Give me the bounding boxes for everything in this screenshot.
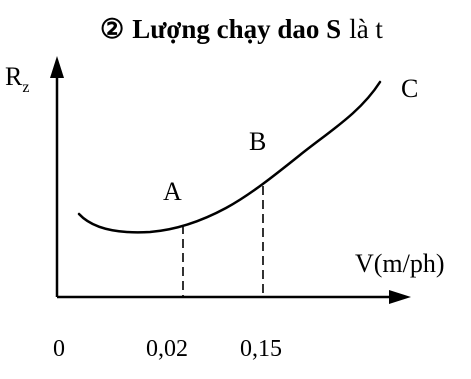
tick-label-0-15: 0,15 [240, 336, 282, 362]
y-axis-label-subscript: z [22, 79, 29, 96]
point-label-b: B [249, 127, 266, 156]
x-axis-arrowhead [389, 290, 411, 304]
origin-label: 0 [53, 336, 65, 362]
heading-number: ② [100, 14, 124, 44]
heading-bold-text: Lượng chạy dao S [132, 14, 341, 44]
x-axis-label: V(m/ph) [355, 249, 445, 278]
tick-label-0-02: 0,02 [146, 336, 188, 362]
roughness-curve [77, 80, 382, 234]
point-label-a: A [163, 177, 182, 206]
y-axis-label-main: R [5, 62, 23, 91]
heading-regular-text: là t [349, 14, 383, 44]
y-axis-label: Rz [5, 62, 29, 96]
section-heading: ② Lượng chạy dao S là t [100, 14, 383, 44]
point-label-c: C [401, 74, 418, 103]
y-axis-arrowhead [50, 56, 64, 78]
